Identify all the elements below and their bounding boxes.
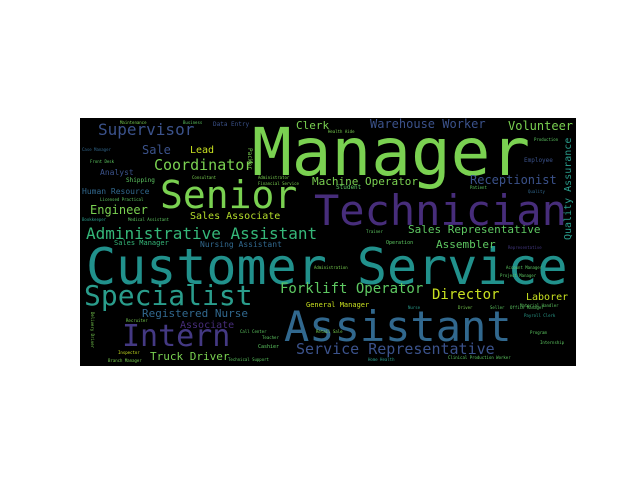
word-delivery-driver: Delivery Driver: [90, 312, 95, 349]
word-recruiter: Recruiter: [126, 318, 148, 323]
word-business: Business: [183, 120, 203, 125]
word-production: Production: [534, 137, 559, 142]
word-financial-service: Financial Service: [258, 181, 299, 186]
word-retail-sale: Retail Sale: [316, 329, 343, 334]
word-student: Student: [336, 184, 362, 191]
word-data-entry: Data Entry: [213, 121, 250, 128]
word-volunteer: Volunteer: [508, 119, 574, 133]
word-material-handler: Material Handler: [520, 303, 559, 308]
word-technician: Technician: [314, 186, 567, 235]
word-nursing-assistant: Nursing Assistant: [200, 240, 282, 249]
word-senior: Senior: [160, 173, 298, 217]
word-trainer: Trainer: [366, 229, 383, 234]
word-cloud: Manager Customer Service Technician Assi…: [80, 118, 576, 366]
word-project-manager: Project Manager: [500, 273, 537, 278]
word-technical-support: Technical Support: [228, 357, 269, 362]
word-front-desk: Front Desk: [90, 159, 115, 164]
word-forklift-operator: Forklift Operator: [280, 281, 424, 297]
word-coordinator: Coordinator: [154, 156, 254, 174]
word-assembler: Assembler: [436, 238, 496, 251]
word-general-manager: General Manager: [306, 301, 370, 309]
word-administrative-assistant: Administrative Assistant: [86, 224, 318, 243]
word-cashier: Cashier: [258, 344, 280, 350]
word-quality: Quality: [528, 189, 545, 194]
word-lead: Lead: [190, 145, 215, 156]
word-quality-assurance: Quality Assurance: [563, 137, 574, 240]
word-account-manager: Account Manager: [506, 265, 543, 270]
word-supervisor: Supervisor: [98, 120, 195, 139]
word-specialist: Specialist: [84, 279, 253, 312]
word-human-resource: Human Resource: [82, 187, 150, 196]
word-patient: Patient: [470, 185, 487, 190]
word-warehouse-worker: Warehouse Worker: [370, 118, 486, 131]
word-sale: Sale: [142, 143, 171, 157]
word-clinical: Clinical Production Worker: [448, 355, 511, 360]
word-administrator: Administrator: [258, 175, 290, 180]
word-driver: Driver: [458, 305, 473, 310]
word-associate: Associate: [180, 320, 235, 331]
word-home-health: Home Health: [368, 357, 395, 362]
word-licensed-practical: Licensed Practical: [100, 197, 144, 202]
word-customer-service: Customer Service: [86, 238, 568, 296]
word-maintenance: Maintenance: [120, 120, 147, 125]
word-program: Program: [530, 330, 547, 335]
word-manager: Manager: [252, 118, 531, 191]
word-operation: Operation: [386, 240, 414, 246]
word-sales-associate: Sales Associate: [190, 211, 281, 222]
word-payroll-clerk: Payroll Clerk: [524, 313, 556, 318]
word-office-manager: Office Manager: [510, 305, 544, 310]
word-engineer: Engineer: [90, 203, 148, 217]
word-receptionist: Receptionist: [470, 173, 557, 187]
word-medical-assistant: Medical Assistant: [128, 217, 169, 222]
word-health-aide: Health Aide: [328, 129, 355, 134]
word-sales-manager: Sales Manager: [114, 239, 169, 247]
word-packer: Packer: [246, 148, 253, 170]
word-intern: Intern: [122, 319, 231, 354]
word-teacher: Teacher: [262, 335, 279, 340]
word-branch-manager: Branch Manager: [108, 358, 142, 363]
word-employee: Employee: [524, 157, 553, 164]
word-sales-representative: Sales Representative: [408, 223, 541, 236]
word-representative: Representative: [508, 245, 542, 250]
word-administration: Administration: [314, 265, 348, 270]
word-shipping: Shipping: [126, 177, 155, 184]
word-inspector: Inspector: [118, 350, 140, 355]
word-case-manager: Case Manager: [82, 147, 111, 152]
word-nurse: Nurse: [408, 305, 421, 310]
word-consultant: Consultant: [192, 175, 217, 180]
word-assistant: Assistant: [284, 302, 512, 351]
word-service-representative: Service Representative: [296, 340, 495, 358]
word-internship: Internship: [540, 340, 565, 345]
word-truck-driver: Truck Driver: [150, 350, 230, 363]
word-machine-operator: Machine Operator: [312, 175, 418, 188]
word-clerk: Clerk: [296, 119, 330, 132]
word-registered-nurse: Registered Nurse: [142, 307, 248, 320]
word-bookkeeper: Bookkeeper: [82, 217, 107, 222]
word-director: Director: [432, 287, 500, 303]
word-analyst: Analyst: [100, 168, 134, 177]
word-seller: Seller: [490, 305, 505, 310]
word-laborer: Laborer: [526, 292, 569, 303]
word-call-center: Call Center: [240, 329, 267, 334]
